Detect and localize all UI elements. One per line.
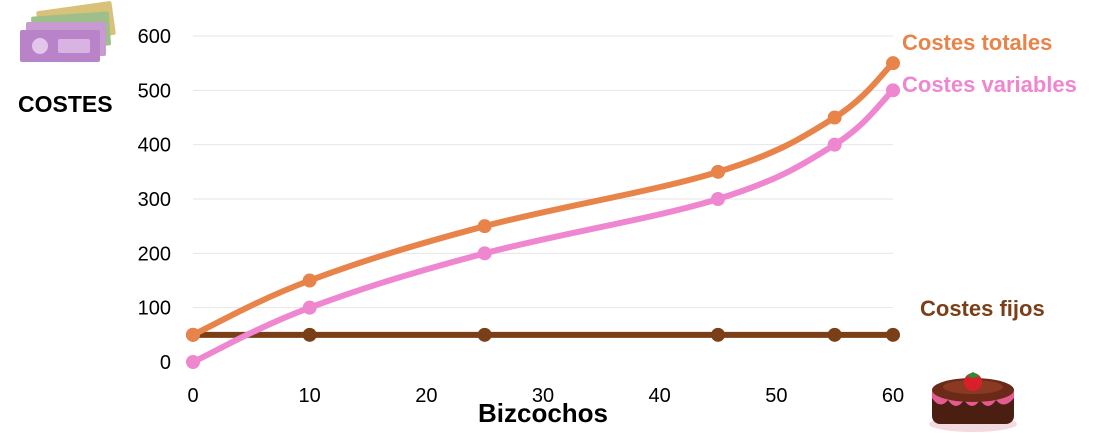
y-tick-label: 100 xyxy=(138,298,171,320)
x-tick-label: 30 xyxy=(532,385,554,407)
series-label: Costes fijos xyxy=(920,296,1045,321)
data-point xyxy=(186,327,200,342)
data-point xyxy=(302,273,317,288)
data-point xyxy=(477,327,492,342)
data-point xyxy=(711,192,725,206)
series-layer xyxy=(186,56,900,369)
series-costes-variables xyxy=(186,83,900,369)
data-point xyxy=(886,327,900,342)
x-tick-label: 60 xyxy=(882,385,904,407)
data-point xyxy=(186,355,200,369)
series-label: Costes totales xyxy=(902,30,1052,55)
data-point xyxy=(477,246,492,261)
data-point xyxy=(827,110,842,125)
x-tick-label: 0 xyxy=(187,385,198,407)
x-tick-label: 50 xyxy=(765,385,787,407)
y-axis-ticks: 0 100 200 300 400 500 600 xyxy=(138,26,171,374)
chart-grid xyxy=(193,35,893,309)
data-point xyxy=(827,137,842,152)
data-point xyxy=(302,300,317,315)
data-point xyxy=(827,327,842,342)
data-point xyxy=(886,83,900,98)
y-axis-label: COSTES xyxy=(18,91,113,117)
y-tick-label: 600 xyxy=(138,26,171,48)
y-tick-label: 300 xyxy=(138,189,171,211)
data-point xyxy=(302,327,317,342)
series-label: Costes variables xyxy=(902,72,1077,97)
cake-icon xyxy=(929,372,1017,432)
series-labels: Costes totales Costes variables Costes fij… xyxy=(902,30,1077,321)
x-tick-label: 40 xyxy=(649,385,671,407)
x-axis-label: Bizcochos xyxy=(478,398,608,428)
data-point xyxy=(711,327,725,342)
data-point xyxy=(886,56,900,71)
x-axis-ticks: 0 10 20 30 40 50 60 xyxy=(187,385,904,407)
data-point xyxy=(711,164,725,179)
y-tick-label: 0 xyxy=(160,352,171,374)
y-tick-label: 400 xyxy=(138,135,171,157)
y-tick-label: 500 xyxy=(138,80,171,102)
series-costes-totales xyxy=(186,56,900,342)
x-tick-label: 20 xyxy=(415,385,437,407)
euro-banknotes-icon xyxy=(20,1,116,62)
x-tick-label: 10 xyxy=(299,385,321,407)
series-costes-fijos xyxy=(186,327,900,342)
data-point xyxy=(477,219,492,234)
y-tick-label: 200 xyxy=(138,243,171,265)
series-line xyxy=(190,87,896,365)
